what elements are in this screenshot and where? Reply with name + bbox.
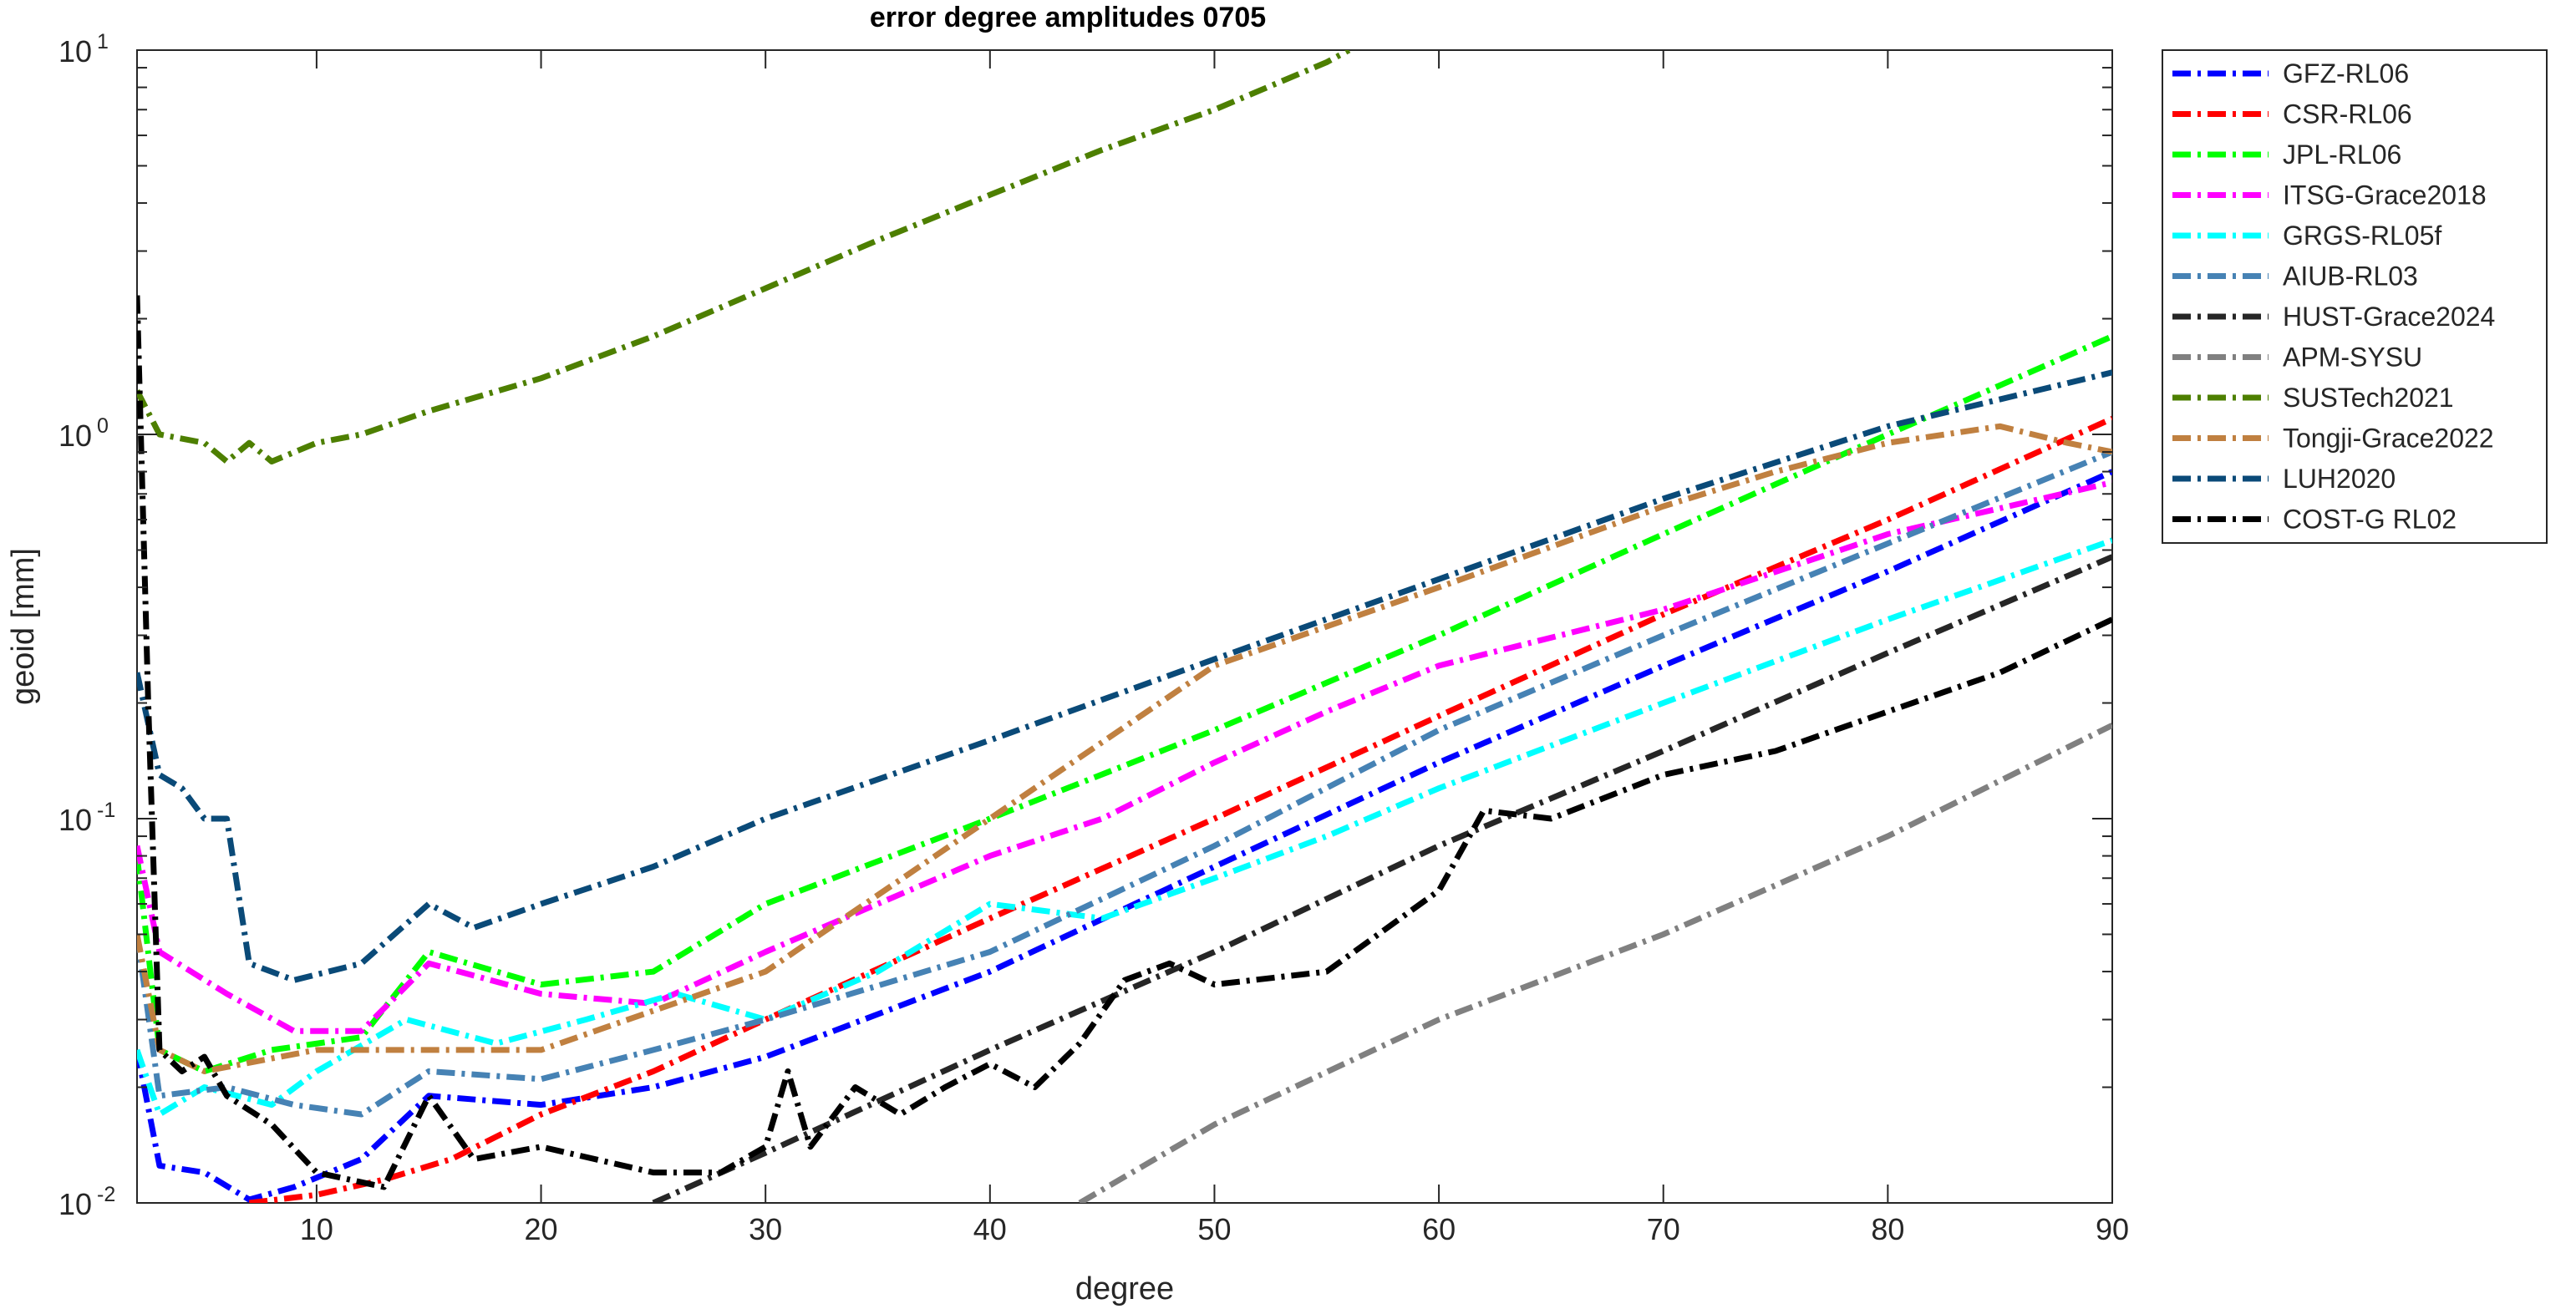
x-tick-label: 80	[1871, 1212, 1904, 1246]
y-tick-base: 10	[58, 34, 92, 68]
y-tick-label: 10 -1	[58, 799, 115, 837]
y-tick-exponent: 0	[97, 414, 109, 438]
x-axis-label: degree	[1075, 1271, 1174, 1306]
legend-box	[2162, 49, 2548, 544]
y-tick-base: 10	[58, 803, 92, 837]
x-tick-label: 70	[1647, 1212, 1680, 1246]
series-line-6	[652, 554, 2112, 1203]
legend-label-9: Tongji-Grace2022	[2283, 424, 2494, 454]
y-tick-exponent: 1	[97, 30, 109, 53]
y-tick-exponent: -1	[97, 799, 115, 822]
y-tick-exponent: -2	[97, 1183, 115, 1206]
legend-label-7: APM-SYSU	[2283, 342, 2422, 373]
series-line-2	[137, 333, 2112, 1074]
series-line-10	[137, 369, 2112, 983]
legend-label-3: ITSG-Grace2018	[2283, 180, 2487, 211]
series-line-9	[137, 423, 2112, 1074]
series-line-1	[248, 415, 2112, 1203]
series-line-0	[137, 469, 2112, 1203]
x-tick-label: 10	[300, 1212, 333, 1246]
series-line-11	[137, 295, 2112, 1190]
series-line-8	[137, 50, 1351, 464]
series-line-5	[137, 449, 2112, 1118]
legend-label-5: AIUB-RL03	[2283, 261, 2418, 292]
legend-label-10: LUH2020	[2283, 464, 2396, 494]
y-tick-label: 10 1	[58, 30, 109, 68]
legend-label-11: COST-G RL02	[2283, 505, 2457, 535]
legend-label-0: GFZ-RL06	[2283, 58, 2409, 89]
x-tick-label: 60	[1422, 1212, 1456, 1246]
legend: GFZ-RL06 CSR-RL06 JPL-RL06 ITSG-Grace2018 GR…	[2162, 49, 2548, 544]
chart-title: error degree amplitudes 0705	[870, 2, 1266, 33]
series-line-3	[137, 479, 2112, 1034]
x-tick-label: 50	[1197, 1212, 1231, 1246]
y-axis-label: geoid [mm]	[6, 548, 41, 705]
y-tick-base: 10	[58, 1187, 92, 1221]
x-tick-label: 20	[525, 1212, 558, 1246]
y-tick-label: 10 0	[58, 414, 109, 453]
series-line-7	[1078, 723, 2112, 1203]
legend-label-8: SUSTech2021	[2283, 383, 2454, 413]
series-layer	[137, 50, 2112, 1203]
legend-label-4: GRGS-RL05f	[2283, 221, 2441, 251]
legend-label-1: CSR-RL06	[2283, 99, 2412, 129]
x-tick-label: 30	[749, 1212, 782, 1246]
legend-label-2: JPL-RL06	[2283, 140, 2401, 170]
x-tick-label: 40	[973, 1212, 1007, 1246]
legend-label-6: HUST-Grace2024	[2283, 302, 2495, 332]
plot-frame	[136, 49, 2113, 1204]
y-tick-base: 10	[58, 419, 92, 453]
y-tick-label: 10 -2	[58, 1183, 115, 1221]
x-tick-label: 90	[2096, 1212, 2129, 1246]
series-line-4	[137, 537, 2112, 1118]
